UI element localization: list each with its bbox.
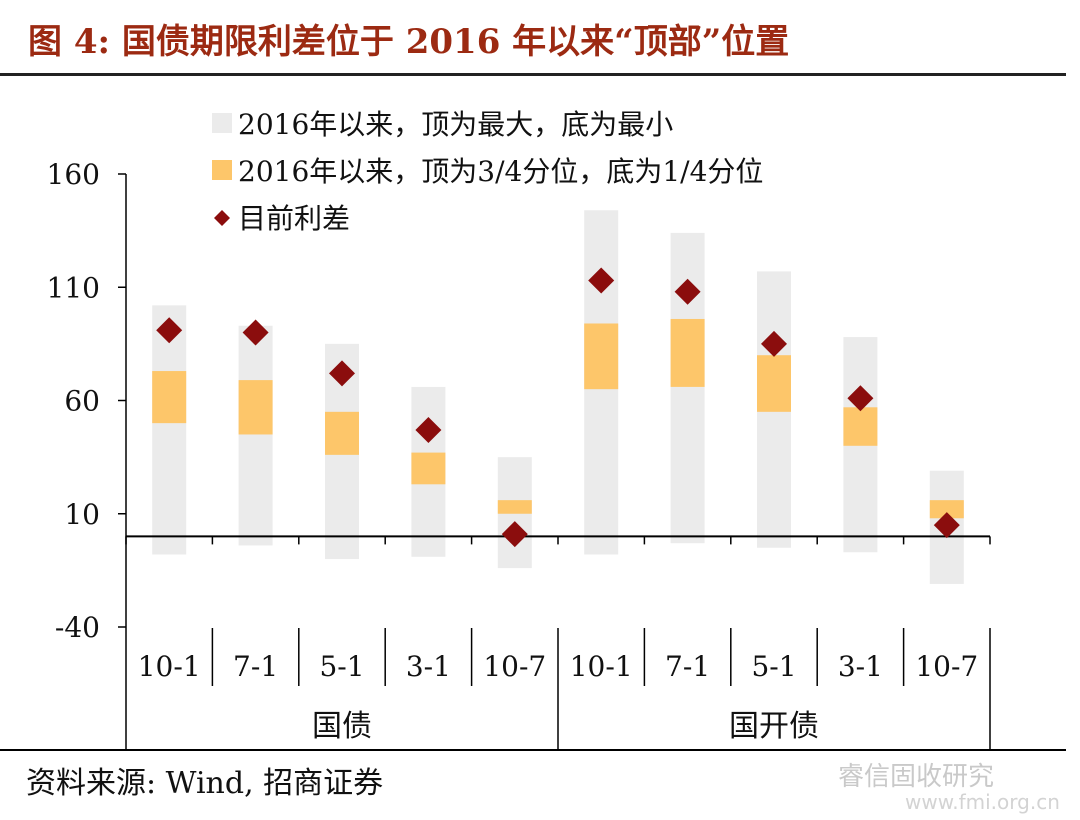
range-bar: [152, 305, 187, 555]
current-spread-marker: [588, 267, 615, 294]
legend-label-range: 2016年以来，顶为最大，底为最小: [238, 108, 673, 141]
current-spread-marker: [847, 385, 874, 412]
x-category-label: 7-1: [665, 650, 710, 683]
x-category-label: 10-1: [570, 650, 633, 683]
legend-swatch-current: [214, 210, 230, 226]
current-spread-marker: [415, 416, 442, 443]
x-category-label: 3-1: [838, 650, 883, 683]
current-spread-marker: [761, 330, 787, 357]
quartile-bar: [497, 500, 532, 514]
current-spread-marker: [501, 521, 528, 548]
legend-label-current: 目前利差: [238, 202, 350, 235]
x-category-label: 10-7: [483, 650, 546, 683]
x-category-label: 7-1: [233, 650, 278, 683]
quartile-bar: [584, 323, 619, 390]
x-category-label: 5-1: [751, 650, 796, 683]
x-group-label: 国开债: [729, 709, 819, 744]
title-divider: [0, 73, 1066, 76]
spread-chart: 2016年以来，顶为最大，底为最小 2016年以来，顶为3/4分位，底为1/4分位…: [0, 108, 1066, 751]
range-bars: [152, 210, 964, 584]
legend: 2016年以来，顶为最大，底为最小 2016年以来，顶为3/4分位，底为1/4分位…: [212, 108, 763, 235]
x-category-label: 3-1: [406, 650, 451, 683]
current-markers: [156, 267, 960, 548]
current-spread-marker: [674, 278, 701, 305]
legend-label-iqr: 2016年以来，顶为3/4分位，底为1/4分位: [238, 155, 763, 188]
x-category-label: 10-7: [915, 650, 978, 683]
current-spread-marker: [242, 319, 269, 346]
x-group-label: 国债: [312, 709, 372, 744]
current-spread-marker: [329, 360, 355, 387]
current-spread-marker: [933, 512, 960, 539]
figure-title: 图 4: 国债期限利差位于 2016 年以来“顶部”位置: [28, 22, 790, 62]
range-bar: [238, 325, 273, 546]
quartile-bar: [325, 411, 359, 455]
quartile-bar: [757, 355, 791, 412]
y-tick-label: 60: [64, 385, 100, 418]
quartile-bars: [152, 318, 964, 519]
watermark-url: www.fmi.org.cn: [905, 790, 1060, 814]
quartile-bar: [843, 407, 878, 446]
y-tick-label: 10: [64, 498, 100, 531]
legend-swatch-range: [212, 113, 232, 133]
y-tick-label: 110: [47, 271, 100, 304]
quartile-bar: [670, 318, 705, 387]
legend-swatch-iqr: [212, 160, 232, 180]
quartile-bar: [238, 380, 273, 435]
x-category-label: 10-1: [138, 650, 201, 683]
y-tick-label: 160: [47, 158, 100, 191]
chart-axes: [0, 173, 1066, 751]
source-note: 资料来源: Wind, 招商证券: [26, 766, 384, 801]
quartile-bar: [929, 500, 964, 519]
x-category-label: 5-1: [319, 650, 364, 683]
y-tick-label: -40: [55, 611, 100, 644]
current-spread-marker: [156, 317, 183, 344]
watermark-logo: 睿信固收研究: [838, 762, 995, 792]
axis-labels: -40 10 60 110 160 10-1 7-1 5-1 3-1 10-7 10-1 7-1 5-1…: [47, 158, 979, 744]
quartile-bar: [411, 452, 446, 485]
quartile-bar: [152, 371, 187, 424]
